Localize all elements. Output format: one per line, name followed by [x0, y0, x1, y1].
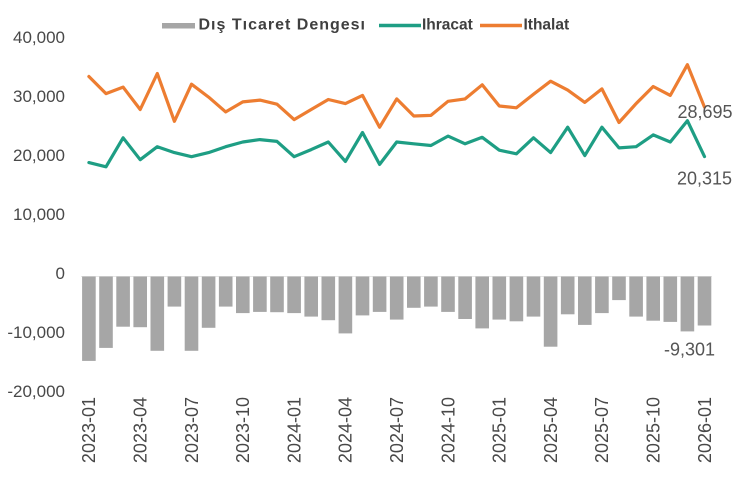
- svg-text:-20,000: -20,000: [7, 382, 65, 401]
- svg-text:2025-07: 2025-07: [592, 397, 612, 463]
- svg-text:10,000: 10,000: [13, 205, 65, 224]
- svg-text:2023-04: 2023-04: [130, 397, 150, 463]
- svg-text:20,315: 20,315: [677, 169, 732, 189]
- svg-text:30,000: 30,000: [13, 87, 65, 106]
- svg-text:2025-04: 2025-04: [541, 397, 561, 463]
- svg-text:40,000: 40,000: [13, 28, 65, 47]
- svg-text:2023-10: 2023-10: [233, 397, 253, 463]
- svg-text:Ithalat: Ithalat: [524, 17, 570, 34]
- svg-text:2024-10: 2024-10: [438, 397, 458, 463]
- svg-text:-10,000: -10,000: [7, 323, 65, 342]
- svg-text:2025-01: 2025-01: [490, 397, 510, 463]
- svg-text:2025-10: 2025-10: [643, 397, 663, 463]
- svg-text:2026-01: 2026-01: [695, 397, 715, 463]
- svg-text:2023-01: 2023-01: [79, 397, 99, 463]
- svg-text:Dış Tıcaret Dengesı: Dış Tıcaret Dengesı: [199, 17, 367, 34]
- svg-text:28,695: 28,695: [678, 102, 733, 122]
- svg-text:2023-07: 2023-07: [182, 397, 202, 463]
- svg-text:Ihracat: Ihracat: [422, 17, 473, 34]
- svg-text:20,000: 20,000: [13, 146, 65, 165]
- svg-text:0: 0: [56, 264, 65, 283]
- svg-text:2024-04: 2024-04: [336, 397, 356, 463]
- svg-text:2024-07: 2024-07: [387, 397, 407, 463]
- svg-text:-9,301: -9,301: [664, 340, 715, 360]
- svg-text:2024-01: 2024-01: [284, 397, 304, 463]
